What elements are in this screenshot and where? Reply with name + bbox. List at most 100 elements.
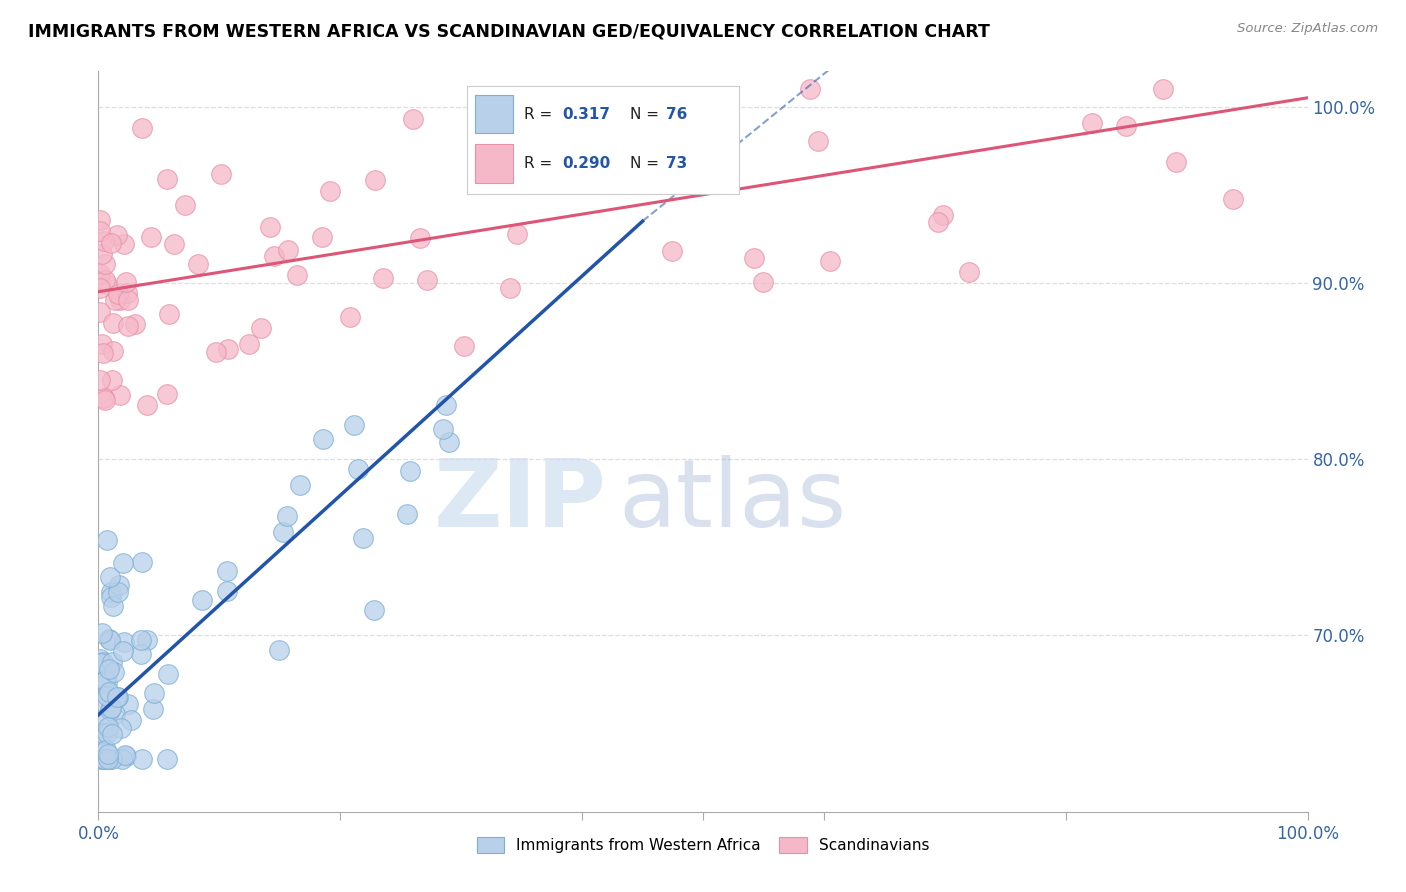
Point: [415, 273, 437, 287]
Point: [89, 373, 111, 387]
Point: [96, 725, 118, 739]
Point: [94, 393, 117, 408]
Point: [288, 477, 311, 491]
Point: [751, 275, 773, 289]
Point: [96, 689, 118, 703]
Point: [89, 267, 111, 281]
Point: [157, 307, 180, 321]
Point: [271, 525, 294, 540]
Text: atlas: atlas: [619, 455, 846, 547]
Point: [1081, 116, 1104, 130]
Point: [96, 277, 118, 291]
Point: [204, 345, 226, 359]
Point: [93, 695, 115, 709]
Point: [111, 643, 134, 657]
Point: [142, 702, 165, 716]
Point: [124, 317, 146, 331]
Point: [129, 633, 152, 648]
Point: [364, 172, 387, 186]
Point: [101, 373, 124, 387]
Point: [93, 716, 115, 731]
Point: [112, 236, 135, 251]
Point: [217, 342, 239, 356]
Point: [91, 247, 114, 261]
Point: [94, 673, 117, 688]
Point: [105, 690, 128, 704]
Point: [799, 82, 821, 96]
Point: [1164, 154, 1187, 169]
Point: [89, 752, 111, 766]
Point: [319, 184, 342, 198]
Point: [131, 555, 153, 569]
Point: [311, 229, 333, 244]
Text: ZIP: ZIP: [433, 455, 606, 547]
Point: [93, 235, 115, 249]
Point: [94, 273, 117, 287]
Point: [131, 121, 153, 136]
Point: [347, 462, 370, 476]
Point: [187, 257, 209, 271]
Point: [105, 227, 128, 242]
Point: [453, 339, 475, 353]
Point: [98, 632, 121, 647]
Point: [259, 220, 281, 235]
Point: [409, 231, 432, 245]
Point: [927, 214, 949, 228]
Point: [117, 697, 139, 711]
Point: [131, 647, 153, 661]
Point: [499, 281, 522, 295]
Point: [96, 533, 118, 547]
Point: [101, 752, 124, 766]
Point: [91, 725, 114, 739]
Point: [398, 464, 420, 478]
Point: [98, 570, 121, 584]
Point: [396, 507, 419, 521]
Point: [163, 237, 186, 252]
Point: [108, 293, 131, 307]
Point: [93, 257, 115, 271]
Point: [89, 727, 111, 741]
Point: [91, 656, 114, 670]
Point: [111, 752, 134, 766]
Point: [110, 388, 132, 402]
Point: [97, 752, 120, 766]
Point: [312, 433, 335, 447]
Point: [100, 236, 122, 251]
Point: [107, 584, 129, 599]
Point: [136, 632, 159, 647]
Point: [506, 227, 529, 241]
Point: [104, 293, 127, 307]
Point: [371, 270, 394, 285]
Point: [107, 690, 129, 705]
Point: [250, 321, 273, 335]
Point: [957, 265, 980, 279]
Point: [101, 727, 124, 741]
Point: [209, 167, 232, 181]
Point: [114, 747, 136, 762]
Point: [117, 318, 139, 333]
Point: [807, 134, 830, 148]
Point: [115, 286, 138, 301]
Point: [89, 305, 111, 319]
Point: [89, 213, 111, 227]
Point: [117, 293, 139, 307]
Point: [91, 626, 114, 640]
Point: [263, 249, 285, 263]
Point: [103, 665, 125, 679]
Point: [89, 281, 111, 295]
Point: [238, 337, 260, 351]
Point: [98, 703, 121, 717]
Point: [156, 172, 179, 186]
Point: [97, 747, 120, 761]
Point: [103, 343, 125, 358]
Point: [89, 652, 111, 666]
Point: [100, 585, 122, 599]
Point: [339, 310, 361, 324]
Legend: Immigrants from Western Africa, Scandinavians: Immigrants from Western Africa, Scandina…: [471, 830, 935, 860]
Point: [90, 656, 112, 670]
Point: [156, 387, 179, 401]
Text: Source: ZipAtlas.com: Source: ZipAtlas.com: [1237, 22, 1378, 36]
Point: [352, 531, 374, 545]
Point: [1222, 193, 1244, 207]
Point: [285, 268, 308, 282]
